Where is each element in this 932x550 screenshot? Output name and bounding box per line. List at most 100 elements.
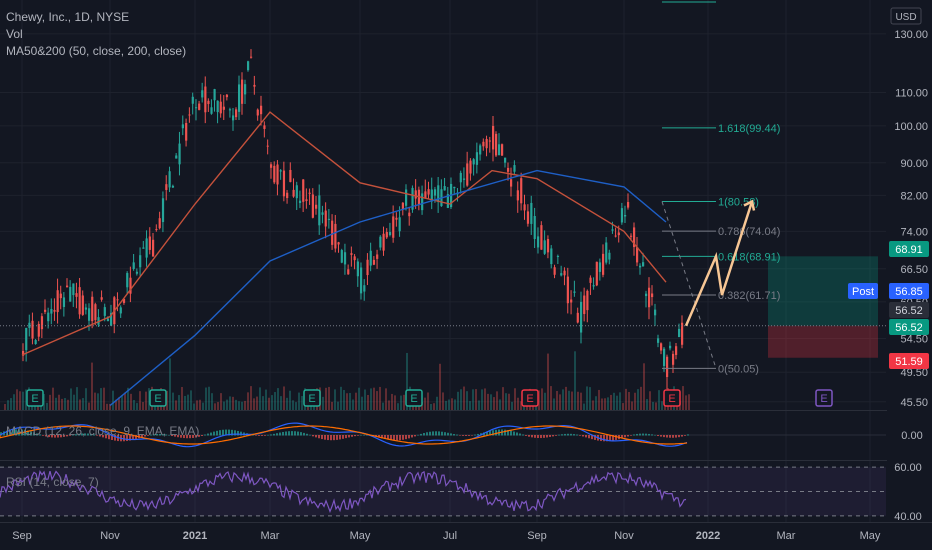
candle	[155, 224, 158, 232]
candle	[247, 60, 250, 72]
macd-histogram-bar	[546, 435, 548, 438]
macd-histogram-bar	[390, 435, 392, 441]
rsi-pane[interactable]	[0, 466, 886, 517]
volume-bar	[439, 363, 441, 410]
currency-badge[interactable]	[890, 7, 922, 25]
volume-bar	[448, 399, 450, 410]
candle	[321, 205, 324, 224]
volume-bar	[244, 400, 246, 410]
moving-average-ma200[interactable]	[109, 169, 667, 407]
macd-histogram-bar	[264, 435, 266, 436]
candle	[311, 188, 314, 219]
time-axis[interactable]: Sep Nov 2021 Mar May Jul Sep Nov 2022 Mar May	[0, 522, 932, 543]
price-badge[interactable]	[889, 319, 929, 335]
macd-histogram-bar	[54, 435, 56, 438]
candle-body	[31, 320, 34, 339]
volume-bar	[64, 398, 66, 410]
candle-body	[411, 187, 414, 210]
macd-line[interactable]	[0, 422, 688, 448]
volume-bar	[538, 390, 540, 410]
earnings-marker[interactable]: E	[405, 389, 423, 407]
ma-legend[interactable]: MA50&200 (50, close, 200, close)	[6, 44, 187, 58]
volume-bar	[559, 394, 561, 410]
macd-histogram-bar	[114, 435, 116, 441]
macd-histogram-bar	[105, 435, 107, 439]
volume-bar	[16, 389, 18, 410]
candle	[382, 226, 385, 256]
earnings-marker-box	[26, 389, 44, 407]
macd-histogram-bar	[285, 431, 287, 436]
macd-legend[interactable]: MACD (12, 26, close, 9, EMA, EMA)	[6, 424, 200, 438]
symbol-legend[interactable]: Chewy, Inc., 1D, NYSE	[6, 10, 130, 24]
earnings-marker[interactable]: E	[149, 389, 167, 407]
earnings-marker[interactable]: E	[303, 389, 321, 407]
candle-body	[276, 164, 279, 185]
post-badge[interactable]	[848, 283, 878, 299]
macd-histogram-bar	[492, 430, 494, 436]
macd-histogram-bar	[594, 435, 596, 440]
rsi-legend[interactable]: RSI (14, close, 7)	[6, 475, 99, 489]
candle-body	[185, 122, 188, 141]
earnings-marker[interactable]: E	[26, 389, 44, 407]
macd-histogram-bar	[207, 433, 209, 436]
candle	[241, 72, 244, 115]
volume-bar	[4, 403, 6, 410]
time-axis-label: Nov	[614, 530, 634, 542]
candle-body	[75, 293, 78, 297]
volume-bar	[25, 389, 27, 410]
position-stop-zone[interactable]	[768, 325, 878, 358]
candle	[28, 314, 31, 337]
macd-histogram-bar	[66, 435, 68, 437]
macd-histogram-bar	[42, 435, 44, 436]
macd-histogram-bar	[651, 434, 653, 436]
candle	[648, 277, 651, 320]
candle	[152, 232, 155, 257]
macd-histogram-bar	[276, 433, 278, 436]
candle	[573, 280, 576, 297]
earnings-marker[interactable]: E	[815, 389, 833, 407]
volume-bar	[283, 386, 285, 410]
price-badge[interactable]	[889, 283, 929, 299]
earnings-marker-label: E	[154, 393, 161, 405]
candle-body	[298, 200, 302, 204]
candle	[59, 285, 62, 310]
volume-bar	[19, 391, 21, 410]
candle	[158, 211, 161, 230]
volume-bar	[373, 387, 375, 410]
moving-average-ma50[interactable]	[21, 111, 667, 356]
candle	[292, 178, 295, 198]
candle-body	[414, 190, 417, 199]
earnings-marker[interactable]: E	[521, 389, 539, 407]
macd-histogram-bar	[402, 435, 404, 440]
price-badge[interactable]	[889, 353, 929, 369]
price-axis[interactable]: 130.00 110.00 100.00 90.00 82.00 74.00 66.50 60…	[848, 0, 932, 523]
rsi-line[interactable]	[0, 470, 687, 514]
candle-body	[204, 86, 207, 113]
candle	[523, 194, 526, 220]
earnings-marker[interactable]: E	[663, 389, 681, 407]
price-badge[interactable]	[889, 241, 929, 257]
price-badge[interactable]	[889, 302, 929, 318]
macd-histogram-bar	[570, 433, 572, 436]
candle-body	[624, 214, 627, 217]
macd-pane[interactable]	[0, 422, 886, 448]
candle-body	[210, 107, 213, 114]
volume-bar	[394, 395, 396, 410]
volume-bar	[517, 397, 519, 410]
fib-trend-line[interactable]	[661, 201, 717, 369]
candle	[225, 94, 229, 101]
candle	[298, 190, 302, 209]
volume-bar	[601, 398, 603, 410]
projection-path[interactable]	[684, 201, 754, 327]
macd-histogram-bar	[240, 431, 242, 436]
volume-bar	[430, 403, 432, 410]
macd-histogram-bar	[339, 435, 341, 440]
volume-legend[interactable]: Vol	[6, 27, 23, 41]
macd-signal-line[interactable]	[0, 425, 688, 445]
candle-body	[273, 165, 276, 183]
earnings-marker-label: E	[31, 393, 38, 405]
price-axis-label: 100.00	[894, 121, 928, 133]
macd-histogram-bar	[666, 435, 668, 438]
volume-bar	[190, 390, 192, 410]
